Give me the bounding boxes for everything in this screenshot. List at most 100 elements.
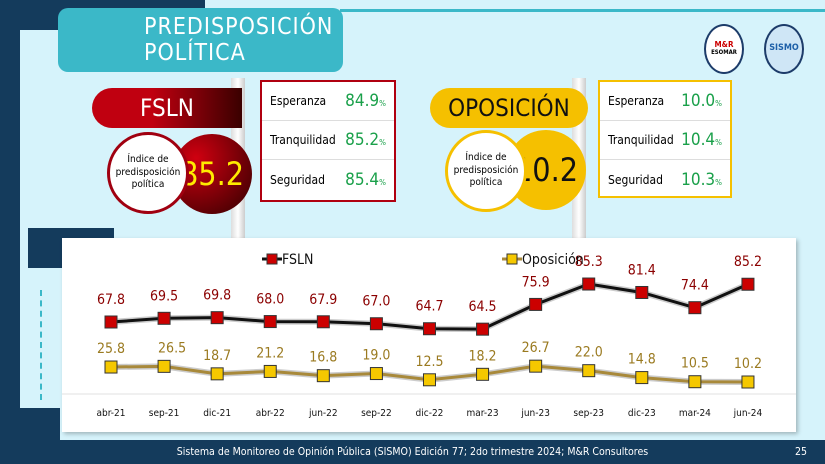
data-point bbox=[476, 367, 490, 381]
data-label: 69.8 bbox=[203, 288, 231, 304]
data-point bbox=[741, 277, 755, 291]
data-point bbox=[369, 317, 383, 331]
stat-value: 85.4 bbox=[345, 169, 380, 190]
x-tick-label: sep-21 bbox=[149, 408, 180, 419]
data-label: 10.5 bbox=[681, 356, 709, 372]
x-tick-label: jun-23 bbox=[520, 408, 550, 419]
oposicion-index-label: Índice de predisposición política bbox=[445, 130, 527, 212]
stat-value: 10.0 bbox=[681, 91, 716, 111]
data-label: 14.8 bbox=[628, 352, 656, 368]
footer-text: Sistema de Monitoreo de Opinión Pública … bbox=[176, 446, 649, 458]
stat-unit: % bbox=[715, 99, 722, 108]
stat-row: Seguridad 85.4% bbox=[262, 160, 394, 199]
x-tick-label: sep-23 bbox=[573, 408, 604, 419]
data-point bbox=[688, 375, 702, 389]
legend-label: Oposición bbox=[522, 252, 584, 268]
data-label: 21.2 bbox=[256, 345, 284, 361]
x-tick-label: dic-22 bbox=[416, 408, 444, 419]
fsln-index-label: Índice de predisposición política bbox=[107, 132, 189, 214]
data-point bbox=[741, 375, 755, 389]
data-label: 74.4 bbox=[681, 278, 709, 294]
data-point bbox=[263, 315, 277, 329]
stat-label: Seguridad bbox=[608, 172, 663, 187]
data-point bbox=[316, 369, 330, 383]
oposicion-index-value: 10.2 bbox=[506, 130, 586, 210]
stat-value-wrap: 85.2% bbox=[345, 130, 386, 150]
stat-row: Esperanza 10.0% bbox=[600, 82, 730, 121]
dashed-divider bbox=[40, 290, 42, 400]
data-point bbox=[529, 359, 543, 373]
stat-row: Seguridad 10.3% bbox=[600, 160, 730, 199]
stat-unit: % bbox=[715, 177, 722, 187]
data-point bbox=[688, 301, 702, 315]
stat-unit: % bbox=[379, 99, 386, 108]
legend-marker bbox=[506, 253, 518, 265]
stat-unit: % bbox=[715, 138, 722, 147]
data-point bbox=[104, 360, 118, 374]
x-tick-label: jun-22 bbox=[308, 408, 338, 419]
page-number: 25 bbox=[794, 446, 807, 458]
data-label: 67.8 bbox=[97, 292, 125, 308]
stat-value: 85.2 bbox=[345, 130, 380, 150]
stat-value-wrap: 85.4% bbox=[345, 170, 386, 190]
oposicion-tag: OPOSICIÓN bbox=[430, 88, 588, 128]
stat-unit: % bbox=[379, 177, 386, 187]
page-title: PREDISPOSICIÓN POLÍTICA bbox=[58, 8, 343, 72]
data-point bbox=[422, 322, 436, 336]
data-label: 10.2 bbox=[734, 356, 762, 372]
data-point bbox=[529, 297, 543, 311]
stat-value-wrap: 84.9% bbox=[345, 91, 386, 111]
stat-value-wrap: 10.3% bbox=[681, 170, 722, 190]
fsln-stats-card: Esperanza 84.9% Tranquilidad 85.2% Segurid… bbox=[260, 80, 396, 202]
data-label: 18.2 bbox=[469, 348, 497, 364]
legend-label: FSLN bbox=[282, 252, 313, 268]
stat-label: Tranquilidad bbox=[608, 133, 674, 147]
x-tick-label: jun-24 bbox=[733, 408, 763, 419]
stat-row: Tranquilidad 10.4% bbox=[600, 121, 730, 160]
x-tick-label: mar-23 bbox=[467, 408, 499, 419]
data-point bbox=[210, 311, 224, 325]
chart-panel: abr-21 sep-21 dic-21 abr-22 jun-22 sep-22 dic-… bbox=[62, 238, 796, 432]
data-point bbox=[104, 315, 118, 329]
decor-block-bottom bbox=[20, 408, 60, 440]
x-tick-label: abr-22 bbox=[256, 408, 285, 419]
data-label: 75.9 bbox=[522, 274, 550, 290]
data-point bbox=[476, 322, 490, 336]
data-label: 26.5 bbox=[158, 340, 186, 356]
data-label: 19.0 bbox=[362, 348, 390, 364]
data-point bbox=[210, 367, 224, 381]
data-point bbox=[422, 373, 436, 387]
data-label: 68.0 bbox=[256, 292, 284, 308]
data-label: 18.7 bbox=[203, 348, 231, 364]
mr-consultores-logo: M&R ESOMAR bbox=[704, 24, 744, 74]
stat-row: Esperanza 84.9% bbox=[262, 82, 394, 121]
legend-item: Oposición bbox=[502, 252, 584, 268]
legend-marker bbox=[266, 253, 278, 265]
stat-label: Seguridad bbox=[270, 172, 325, 187]
data-point bbox=[316, 315, 330, 329]
legend-item: FSLN bbox=[262, 252, 313, 268]
oposicion-stats-card: Esperanza 10.0% Tranquilidad 10.4% Segurid… bbox=[598, 80, 732, 198]
data-label: 81.4 bbox=[628, 262, 656, 278]
data-label: 22.0 bbox=[575, 345, 603, 361]
data-point bbox=[157, 359, 171, 373]
decor-band-left bbox=[0, 0, 20, 440]
line-chart: abr-21 sep-21 dic-21 abr-22 jun-22 sep-22 dic-… bbox=[62, 252, 796, 419]
x-tick-label: sep-22 bbox=[361, 408, 392, 419]
sismo-logo: SISMO bbox=[764, 24, 804, 74]
x-tick-label: dic-23 bbox=[628, 408, 656, 419]
data-label: 67.0 bbox=[362, 294, 390, 310]
footer: Sistema de Monitoreo de Opinión Pública … bbox=[0, 440, 825, 464]
data-point bbox=[635, 285, 649, 299]
data-point bbox=[635, 371, 649, 385]
data-point bbox=[582, 364, 596, 378]
x-tick-label: dic-21 bbox=[203, 408, 231, 419]
data-label: 26.7 bbox=[522, 340, 550, 356]
data-point bbox=[369, 367, 383, 381]
data-label: 67.9 bbox=[309, 292, 337, 308]
data-label: 64.5 bbox=[469, 299, 497, 315]
stat-label: Tranquilidad bbox=[270, 133, 336, 147]
stat-value: 10.4 bbox=[681, 130, 716, 150]
data-label: 25.8 bbox=[97, 341, 125, 357]
data-point bbox=[582, 277, 596, 291]
